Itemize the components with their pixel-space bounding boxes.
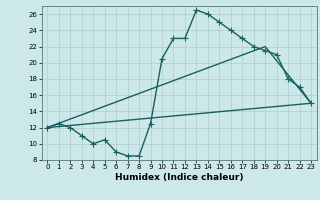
X-axis label: Humidex (Indice chaleur): Humidex (Indice chaleur) <box>115 173 244 182</box>
